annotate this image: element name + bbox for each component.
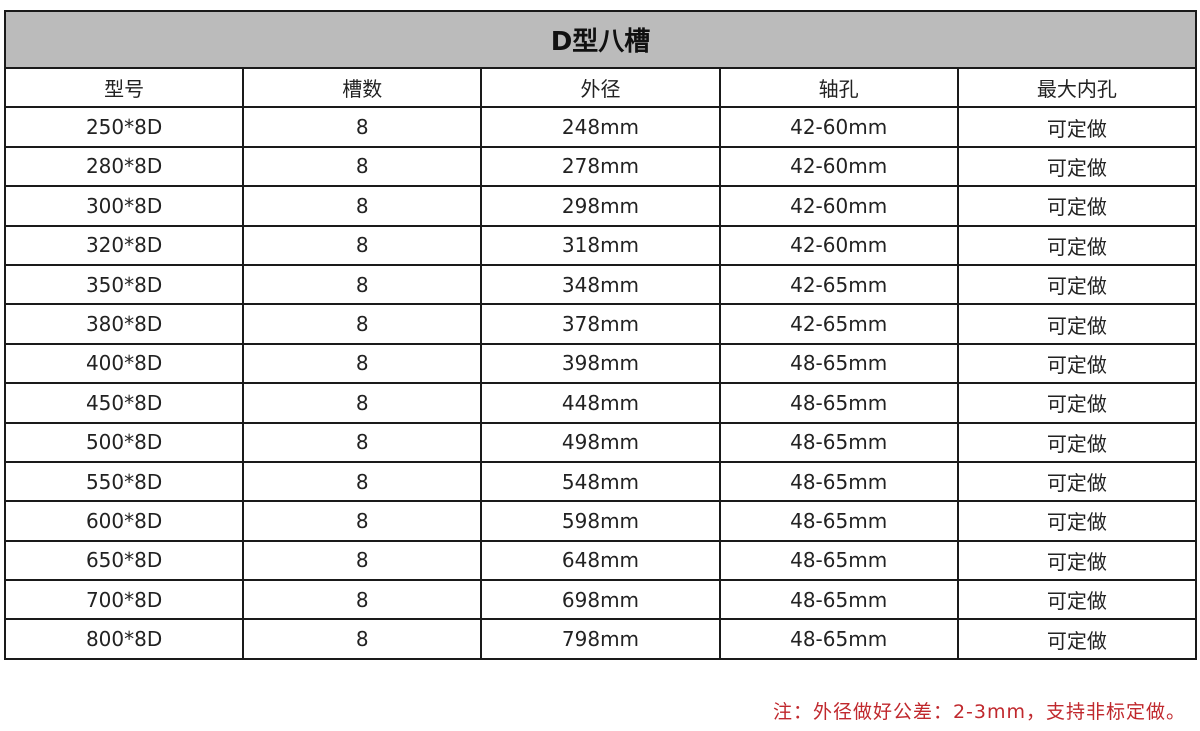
table-cell: 250*8D [3, 106, 245, 148]
table-cell: 42-65mm [718, 263, 959, 306]
table-cell: 8 [242, 224, 483, 266]
table-cell: 8 [242, 500, 483, 542]
table-row: 550*8D 8 548mm 48-65mm 可定做 [3, 460, 1198, 503]
column-header: 最大内孔 [956, 66, 1198, 109]
spec-table: D型八槽 型号 槽数 外径 轴孔 最大内孔 250*8D 8 248mm 42-60mm 可定做… [3, 10, 1198, 660]
table-cell: 320*8D [3, 224, 245, 266]
table-cell: 可定做 [956, 579, 1198, 621]
table-cell: 700*8D [3, 579, 245, 621]
table-cell: 8 [242, 106, 483, 148]
table-cell: 可定做 [956, 500, 1198, 542]
table-row: 280*8D 8 278mm 42-60mm 可定做 [3, 145, 1198, 188]
table-cell: 448mm [480, 382, 721, 424]
table-row: 300*8D 8 298mm 42-60mm 可定做 [3, 185, 1198, 227]
table-cell: 可定做 [956, 342, 1198, 385]
table-cell: 8 [242, 460, 483, 503]
table-row: 600*8D 8 598mm 48-65mm 可定做 [3, 500, 1198, 542]
table-cell: 8 [242, 263, 483, 306]
column-header: 轴孔 [718, 66, 959, 109]
column-header: 型号 [3, 66, 245, 109]
table-row: 250*8D 8 248mm 42-60mm 可定做 [3, 106, 1198, 148]
table-cell: 可定做 [956, 421, 1198, 463]
table-row: 400*8D 8 398mm 48-65mm 可定做 [3, 342, 1198, 385]
table-cell: 42-60mm [718, 145, 959, 188]
table-cell: 800*8D [3, 618, 245, 660]
table-cell: 可定做 [956, 224, 1198, 266]
table-row: 380*8D 8 378mm 42-65mm 可定做 [3, 303, 1198, 345]
table-cell: 可定做 [956, 106, 1198, 148]
table-cell: 548mm [480, 460, 721, 503]
table-row: 800*8D 8 798mm 48-65mm 可定做 [3, 618, 1198, 660]
table-cell: 42-60mm [718, 185, 959, 227]
table-cell: 42-65mm [718, 303, 959, 345]
table-cell: 648mm [480, 539, 721, 582]
table-cell: 698mm [480, 579, 721, 621]
table-cell: 400*8D [3, 342, 245, 385]
table-cell: 48-65mm [718, 460, 959, 503]
table-cell: 48-65mm [718, 382, 959, 424]
table-cell: 450*8D [3, 382, 245, 424]
table-cell: 280*8D [3, 145, 245, 188]
header-row: 型号 槽数 外径 轴孔 最大内孔 [3, 66, 1198, 109]
table-cell: 48-65mm [718, 618, 959, 660]
table-cell: 可定做 [956, 460, 1198, 503]
table-cell: 598mm [480, 500, 721, 542]
table-cell: 42-60mm [718, 224, 959, 266]
table-cell: 48-65mm [718, 342, 959, 385]
table-cell: 650*8D [3, 539, 245, 582]
table-title: D型八槽 [4, 10, 1197, 69]
table-cell: 8 [242, 185, 483, 227]
table-cell: 48-65mm [718, 539, 959, 582]
table-cell: 可定做 [956, 382, 1198, 424]
table-cell: 可定做 [956, 185, 1198, 227]
table-row: 320*8D 8 318mm 42-60mm 可定做 [3, 224, 1198, 266]
table-row: 450*8D 8 448mm 48-65mm 可定做 [3, 382, 1198, 424]
table-row: 700*8D 8 698mm 48-65mm 可定做 [3, 579, 1198, 621]
table-cell: 48-65mm [718, 579, 959, 621]
table-cell: 8 [242, 303, 483, 345]
title-row: D型八槽 [4, 10, 1197, 69]
table-cell: 8 [242, 618, 483, 660]
column-header: 槽数 [242, 66, 483, 109]
table-cell: 550*8D [3, 460, 245, 503]
table-body: 250*8D 8 248mm 42-60mm 可定做 280*8D 8 278mm 42-60m… [3, 106, 1198, 660]
table-cell: 350*8D [3, 263, 245, 306]
footnote: 注：外径做好公差：2-3mm，支持非标定做。 [772, 701, 1186, 723]
table-row: 500*8D 8 498mm 48-65mm 可定做 [3, 421, 1198, 463]
table-cell: 8 [242, 421, 483, 463]
table-cell: 可定做 [956, 263, 1198, 306]
table-cell: 380*8D [3, 303, 245, 345]
table-cell: 8 [242, 382, 483, 424]
table-cell: 8 [242, 539, 483, 582]
table-cell: 可定做 [956, 145, 1198, 188]
table-cell: 398mm [480, 342, 721, 385]
table-cell: 可定做 [956, 539, 1198, 582]
table-cell: 248mm [480, 106, 721, 148]
table-cell: 600*8D [3, 500, 245, 542]
table-row: 350*8D 8 348mm 42-65mm 可定做 [3, 263, 1198, 306]
table-cell: 278mm [480, 145, 721, 188]
table-cell: 8 [242, 145, 483, 188]
table-cell: 300*8D [3, 185, 245, 227]
table-cell: 298mm [480, 185, 721, 227]
table-row: 650*8D 8 648mm 48-65mm 可定做 [3, 539, 1198, 582]
table-cell: 可定做 [956, 618, 1198, 660]
table-cell: 48-65mm [718, 500, 959, 542]
table-cell: 798mm [480, 618, 721, 660]
column-header: 外径 [480, 66, 721, 109]
table-cell: 378mm [480, 303, 721, 345]
table-cell: 348mm [480, 263, 721, 306]
table-cell: 500*8D [3, 421, 245, 463]
table-cell: 可定做 [956, 303, 1198, 345]
table-cell: 498mm [480, 421, 721, 463]
table-cell: 318mm [480, 224, 721, 266]
table-cell: 42-60mm [718, 106, 959, 148]
table-cell: 8 [242, 342, 483, 385]
table-cell: 8 [242, 579, 483, 621]
table-cell: 48-65mm [718, 421, 959, 463]
